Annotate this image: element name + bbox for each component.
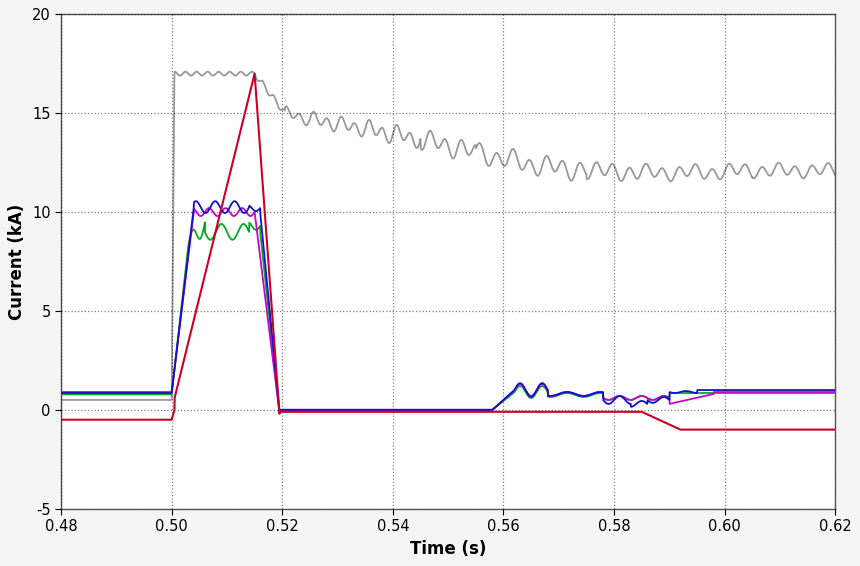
Y-axis label: Current (kA): Current (kA) bbox=[9, 203, 27, 320]
X-axis label: Time (s): Time (s) bbox=[410, 539, 487, 558]
